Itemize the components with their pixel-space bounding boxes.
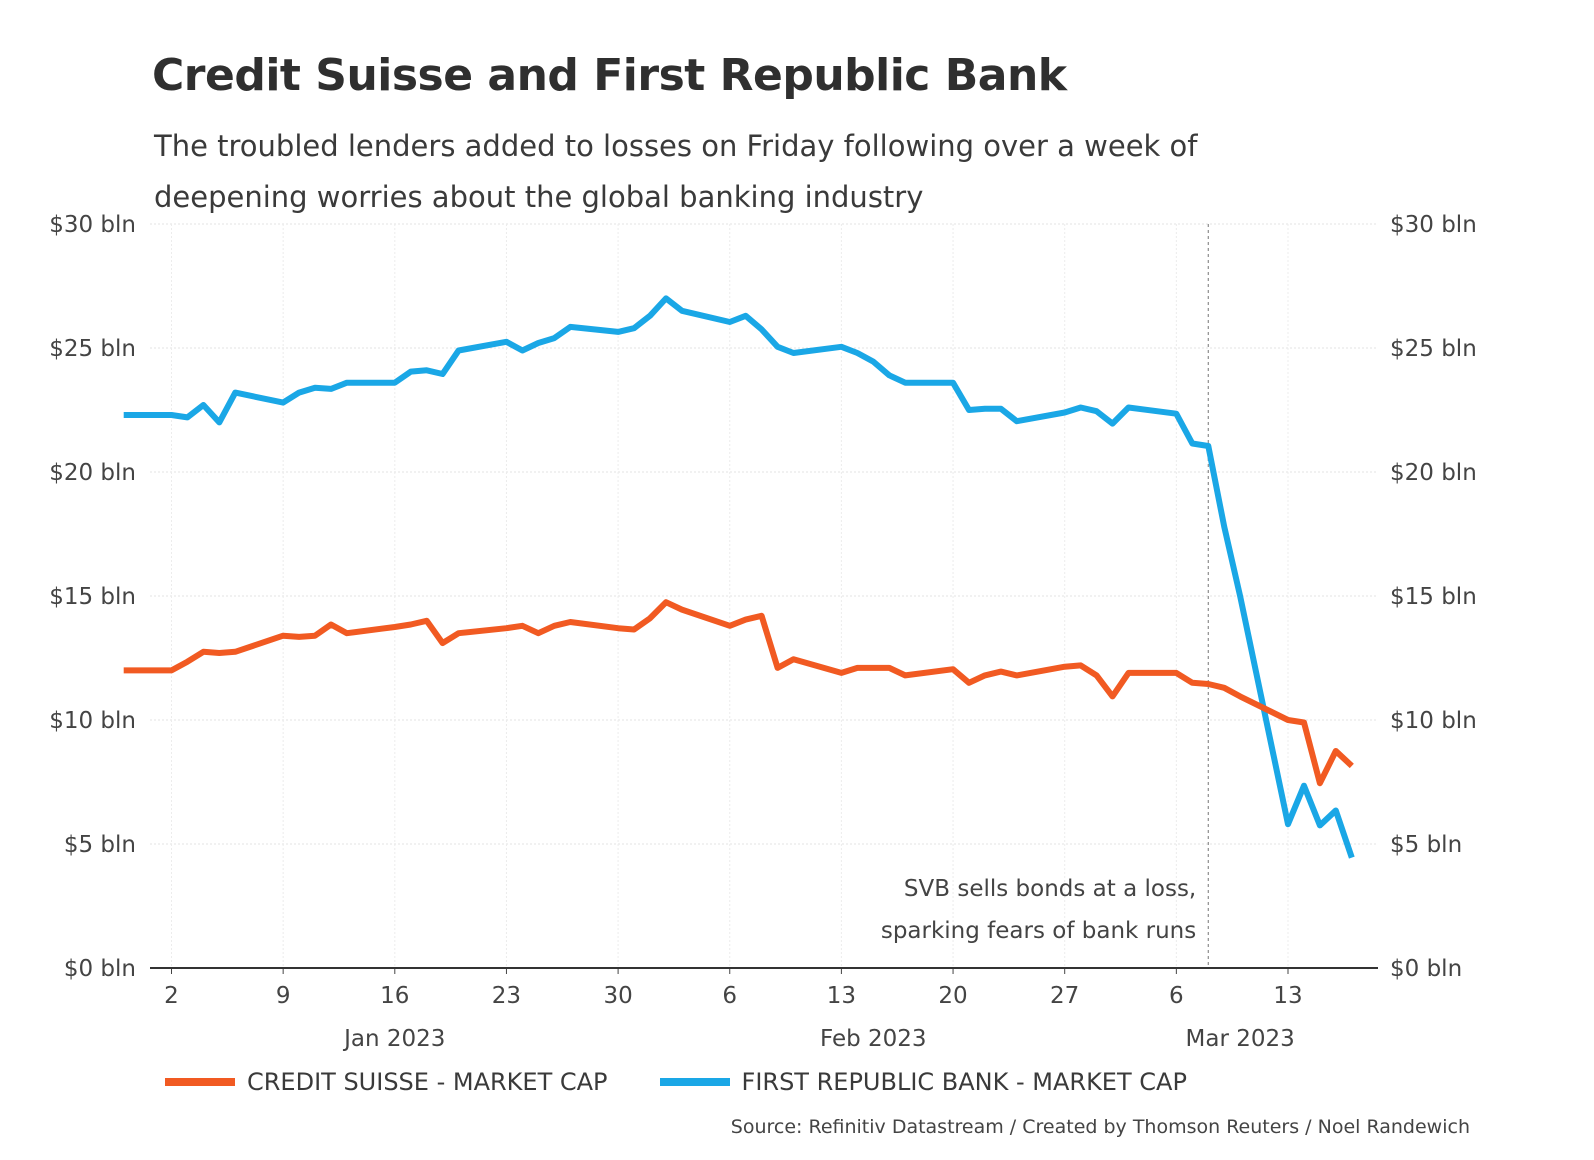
x-tick-label: 20: [938, 983, 967, 1009]
y-axis-right-labels: $0 bln $5 bln $10 bln $15 bln $20 bln $25 bln…: [1390, 212, 1477, 982]
y-tick-label-right: $30 bln: [1390, 212, 1477, 238]
legend-swatch-credit-suisse: [165, 1078, 235, 1086]
series-line-first-republic: [123, 295, 1355, 859]
annotation-text: sparking fears of bank runs: [881, 918, 1196, 944]
x-tick-label: 16: [380, 983, 409, 1009]
legend: CREDIT SUISSE - MARKET CAP FIRST REPUBLI…: [165, 1068, 1239, 1096]
x-tick-label: 27: [1050, 983, 1079, 1009]
vertical-gridlines: [171, 224, 1289, 974]
y-tick-label-right: $20 bln: [1390, 460, 1477, 486]
svb-annotation: SVB sells bonds at a loss, sparking fears…: [881, 224, 1209, 968]
x-tick-label: 6: [1169, 983, 1184, 1009]
x-tick-label: 9: [276, 983, 291, 1009]
legend-item-credit-suisse[interactable]: CREDIT SUISSE - MARKET CAP: [165, 1068, 608, 1096]
x-tick-label: 23: [492, 983, 521, 1009]
y-tick-label-left: $15 bln: [49, 584, 136, 610]
month-label: Feb 2023: [820, 1026, 927, 1052]
y-tick-label-right: $10 bln: [1390, 708, 1477, 734]
y-tick-label-right: $15 bln: [1390, 584, 1477, 610]
y-tick-label-right: $25 bln: [1390, 336, 1477, 362]
chart-subtitle: The troubled lenders added to losses on …: [154, 129, 1198, 214]
x-tick-label: 30: [603, 983, 632, 1009]
series-line-credit-suisse: [123, 599, 1354, 787]
x-tick-label: 2: [164, 983, 179, 1009]
legend-label-first-republic: FIRST REPUBLIC BANK - MARKET CAP: [741, 1068, 1187, 1096]
legend-swatch-first-republic: [659, 1078, 730, 1086]
x-tick-label: 13: [827, 983, 856, 1009]
month-label: Jan 2023: [342, 1026, 445, 1052]
annotation-text: SVB sells bonds at a loss,: [904, 876, 1196, 902]
source-credit: Source: Refinitiv Datastream / Created b…: [730, 1116, 1470, 1138]
y-tick-label-left: $5 bln: [64, 832, 136, 858]
x-tick-label: 6: [722, 983, 737, 1009]
y-tick-label-right: $0 bln: [1390, 956, 1462, 982]
y-axis-left-labels: $0 bln $5 bln $10 bln $15 bln $20 bln $25 bln…: [49, 212, 136, 982]
month-label: Mar 2023: [1186, 1026, 1295, 1052]
legend-item-first-republic[interactable]: FIRST REPUBLIC BANK - MARKET CAP: [659, 1068, 1187, 1096]
horizontal-gridlines: [150, 223, 1378, 845]
y-tick-label-left: $10 bln: [49, 708, 136, 734]
x-axis-month-labels: Jan 2023 Feb 2023 Mar 2023: [342, 1026, 1295, 1052]
legend-label-credit-suisse: CREDIT SUISSE - MARKET CAP: [247, 1068, 608, 1096]
x-axis-day-labels: 2 9 16 23 30 6 13 20 27 6 13: [164, 983, 1302, 1009]
x-tick-label: 13: [1273, 983, 1302, 1009]
y-tick-label-right: $5 bln: [1390, 832, 1462, 858]
y-tick-label-left: $0 bln: [64, 956, 136, 982]
chart-title: Credit Suisse and First Republic Bank: [152, 50, 1067, 101]
series-lines: [123, 295, 1355, 859]
y-tick-label-left: $25 bln: [49, 336, 136, 362]
y-tick-label-left: $20 bln: [49, 460, 136, 486]
y-tick-label-left: $30 bln: [49, 212, 136, 238]
